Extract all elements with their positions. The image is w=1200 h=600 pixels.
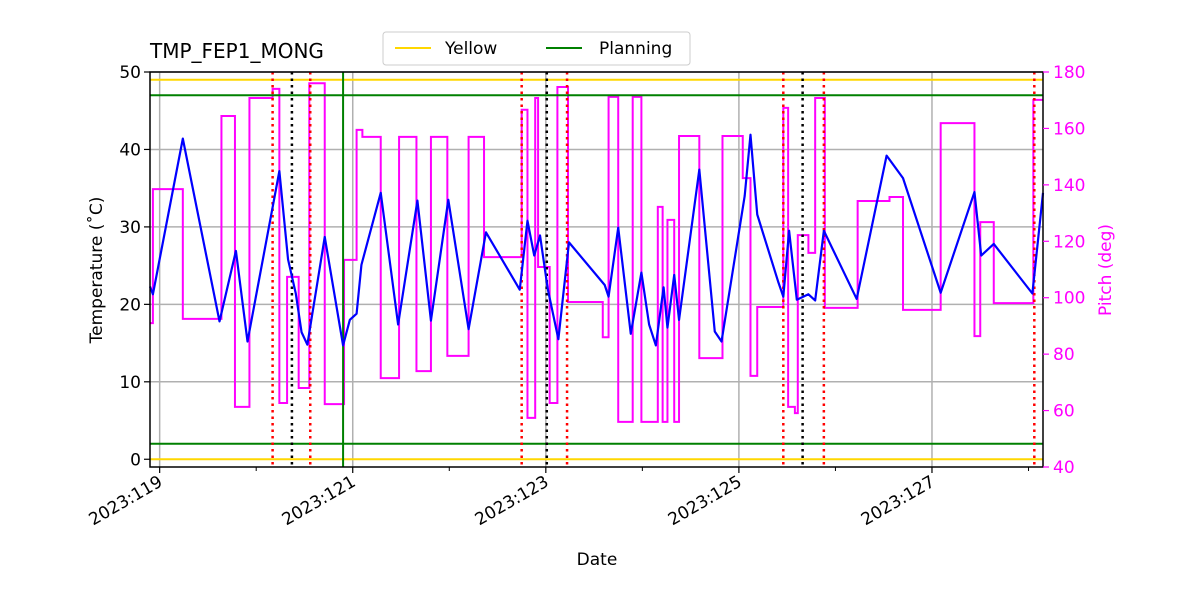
x-tick-label: 2023:125: [665, 472, 746, 530]
x-tick-label: 2023:121: [279, 472, 360, 530]
x-axis-label: Date: [577, 550, 618, 570]
y2-axis-label: Pitch (deg): [1096, 224, 1116, 316]
pitch-series-line: [150, 82, 1043, 423]
y2-tick-label: 100: [1053, 289, 1085, 309]
y-tick-label: 30: [119, 218, 141, 238]
y2-tick-label: 120: [1053, 232, 1085, 252]
y2-tick-label: 160: [1053, 119, 1085, 139]
plot-frame: [149, 71, 1044, 468]
y-tick-label: 20: [119, 295, 141, 315]
legend-label-planning: Planning: [599, 39, 672, 59]
y2-tick-label: 80: [1053, 345, 1075, 365]
y-tick-label: 0: [130, 450, 141, 470]
y2-tick-label: 60: [1053, 402, 1075, 422]
legend: Yellow Planning: [382, 31, 691, 66]
y-tick-label: 50: [119, 63, 141, 83]
y2-tick-label: 140: [1053, 176, 1085, 196]
y-axis-label: Temperature (˚C): [86, 197, 107, 345]
x-tick-label: 2023:127: [858, 472, 939, 530]
x-tick-label: 2023:119: [86, 472, 167, 530]
temperature-series-line: [148, 133, 1045, 347]
y2-tick-label: 180: [1053, 63, 1085, 83]
x-tick-label: 2023:123: [472, 472, 553, 530]
legend-label-yellow: Yellow: [444, 39, 497, 59]
y-tick-label: 40: [119, 140, 141, 160]
chart-title: TMP_FEP1_MONG: [149, 39, 324, 63]
y-tick-label: 10: [119, 373, 141, 393]
y2-tick-label: 40: [1053, 458, 1075, 478]
